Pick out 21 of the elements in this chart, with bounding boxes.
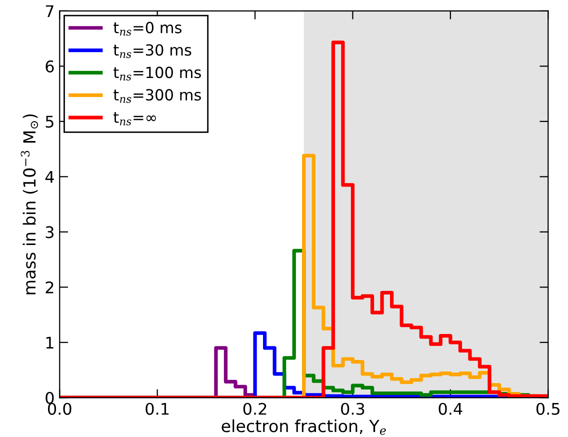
y-tick-label: 2 xyxy=(46,281,54,294)
x-tick-label: 0.5 xyxy=(536,402,560,415)
y-tick-label: 1 xyxy=(46,336,54,348)
x-tick-label: 0.4 xyxy=(438,402,462,415)
y-tick-label: 3 xyxy=(46,226,54,238)
x-axis-title: electron fraction, Y$_{e}$ xyxy=(222,419,386,435)
y-tick-label: 7 xyxy=(46,5,54,17)
x-tick-label: 0.3 xyxy=(341,402,364,415)
y-tick-label: 5 xyxy=(46,116,54,128)
x-tick-label: 0.0 xyxy=(48,402,72,415)
legend-label: t$_{ns}$=30 ms xyxy=(114,44,192,58)
y-axis-title: mass in bin (10$^{−3}$ M$_{⊙}$) xyxy=(20,114,38,294)
y-tick-label: 6 xyxy=(46,60,54,72)
legend-label: t$_{ns}$=300 ms xyxy=(114,89,201,103)
legend-label: t$_{ns}$=0 ms xyxy=(114,22,182,36)
y-tick-label: 4 xyxy=(45,171,54,183)
legend-label: t$_{ns}$=100 ms xyxy=(114,66,201,80)
y-tick-label: 0 xyxy=(46,392,54,404)
legend-label: t$_{ns}$=∞ xyxy=(114,112,156,126)
x-tick-label: 0.2 xyxy=(243,402,266,415)
x-tick-label: 0.1 xyxy=(146,402,169,415)
